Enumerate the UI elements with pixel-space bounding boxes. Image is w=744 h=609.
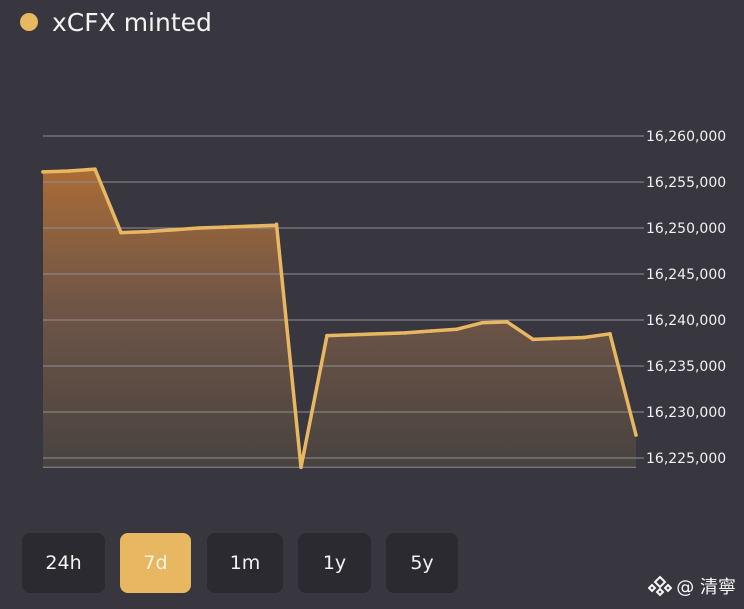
y-tick-label: 16,225,000 [646,451,726,467]
chart-header: xCFX minted [20,6,212,38]
series-area [43,169,636,468]
y-tick-label: 16,260,000 [646,129,726,145]
range-button-7d[interactable]: 7d [120,533,191,593]
y-tick-label: 16,250,000 [646,221,726,237]
data-point [249,224,253,228]
data-point [480,320,484,325]
data-point [634,433,638,437]
range-button-1m[interactable]: 1m [207,533,283,593]
watermark-text: @ 清寧 [676,577,736,598]
y-tick-label: 16,255,000 [646,175,726,191]
data-point [274,222,279,227]
data-point [429,329,433,333]
data-point [351,332,355,337]
data-point [223,225,227,229]
watermark: @ 清寧 [648,573,736,599]
y-tick-label: 16,245,000 [646,267,726,283]
range-button-24h[interactable]: 24h [22,533,105,593]
y-tick-label: 16,230,000 [646,405,726,421]
data-point [325,333,329,338]
binance-logo-icon [648,575,673,597]
data-point [67,169,71,173]
data-point [505,320,509,324]
chart-title: xCFX minted [52,7,212,37]
data-point [531,337,535,342]
data-point [377,332,381,336]
data-point [608,332,612,336]
data-point [557,336,561,341]
data-point [171,228,175,232]
data-point [582,335,586,340]
data-point [93,167,97,171]
range-button-5y[interactable]: 5y [386,533,458,593]
data-point [455,327,459,332]
data-point [403,331,407,335]
data-point [145,229,149,234]
range-button-1y[interactable]: 1y [298,533,371,593]
y-tick-label: 16,235,000 [646,359,726,375]
data-point [197,226,201,230]
data-point [299,465,303,470]
legend-dot [20,13,38,31]
data-point [41,170,45,174]
y-tick-label: 16,240,000 [646,313,726,329]
data-point [119,230,123,235]
